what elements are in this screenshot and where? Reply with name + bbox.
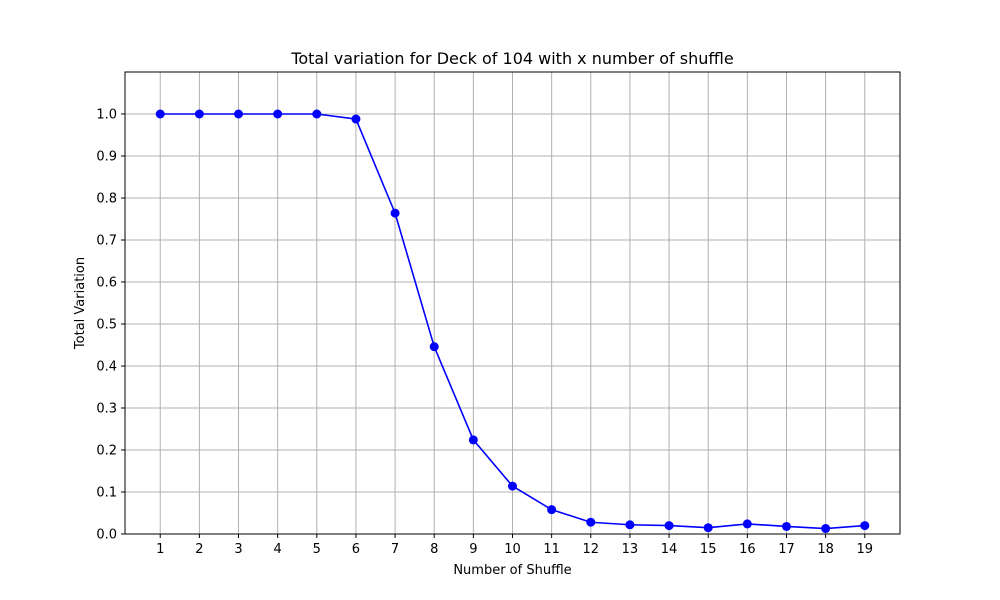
x-tick-label: 4	[274, 542, 282, 557]
y-tick-label: 0.1	[96, 486, 117, 501]
x-axis-label: Number of Shuffle	[453, 563, 571, 578]
data-point	[703, 523, 713, 533]
data-point	[312, 109, 322, 119]
data-point	[429, 342, 439, 352]
data-point	[742, 519, 752, 529]
data-point	[194, 109, 204, 119]
data-point	[821, 524, 831, 534]
y-tick-label: 0.5	[96, 318, 117, 333]
data-point	[547, 505, 557, 515]
data-point	[468, 435, 478, 445]
y-tick-label: 0.4	[96, 360, 117, 375]
data-point	[351, 114, 361, 124]
chart-title: Total variation for Deck of 104 with x n…	[290, 49, 733, 68]
data-point	[664, 521, 674, 531]
x-tick-label: 5	[313, 542, 321, 557]
y-tick-label: 0.6	[96, 276, 117, 291]
data-point	[860, 521, 870, 531]
data-point	[508, 481, 517, 491]
x-tick-label: 18	[817, 542, 834, 557]
data-point	[781, 521, 791, 531]
data-point	[390, 208, 400, 218]
x-axis-ticks: 1 2 3 4 5 6 7 8 9 10 11 12 13 14 15 16 17 18 19	[156, 534, 873, 557]
y-axis-ticks: 0.0 0.1 0.2 0.3 0.4 0.5 0.6 0.7 0.8 0.9 1.0	[96, 108, 125, 543]
data-point	[625, 520, 635, 530]
x-tick-label: 2	[195, 542, 203, 557]
x-tick-label: 1	[156, 542, 164, 557]
series-layer	[155, 109, 870, 534]
data-point	[155, 109, 165, 119]
x-tick-label: 11	[543, 542, 560, 557]
data-point	[273, 109, 283, 119]
y-axis-label: Total Variation	[73, 257, 88, 350]
x-tick-label: 15	[700, 542, 717, 557]
x-tick-label: 12	[583, 542, 600, 557]
y-tick-label: 0.3	[96, 402, 117, 417]
y-tick-label: 0.2	[96, 444, 117, 459]
x-tick-label: 10	[504, 542, 521, 557]
grid-lines	[125, 72, 900, 535]
x-tick-label: 3	[234, 542, 242, 557]
data-point	[234, 109, 244, 119]
x-tick-label: 14	[661, 542, 678, 557]
y-tick-label: 0.0	[96, 528, 117, 543]
data-point	[586, 517, 596, 527]
x-tick-label: 16	[739, 542, 756, 557]
x-tick-label: 13	[622, 542, 639, 557]
y-tick-label: 0.8	[96, 192, 117, 207]
x-tick-label: 19	[856, 542, 873, 557]
x-tick-label: 9	[469, 542, 477, 557]
x-tick-label: 7	[391, 542, 399, 557]
x-tick-label: 6	[352, 542, 360, 557]
x-tick-label: 8	[430, 542, 438, 557]
y-tick-label: 1.0	[96, 108, 117, 123]
y-tick-label: 0.7	[96, 234, 117, 249]
y-tick-label: 0.9	[96, 150, 117, 165]
x-tick-label: 17	[778, 542, 795, 557]
